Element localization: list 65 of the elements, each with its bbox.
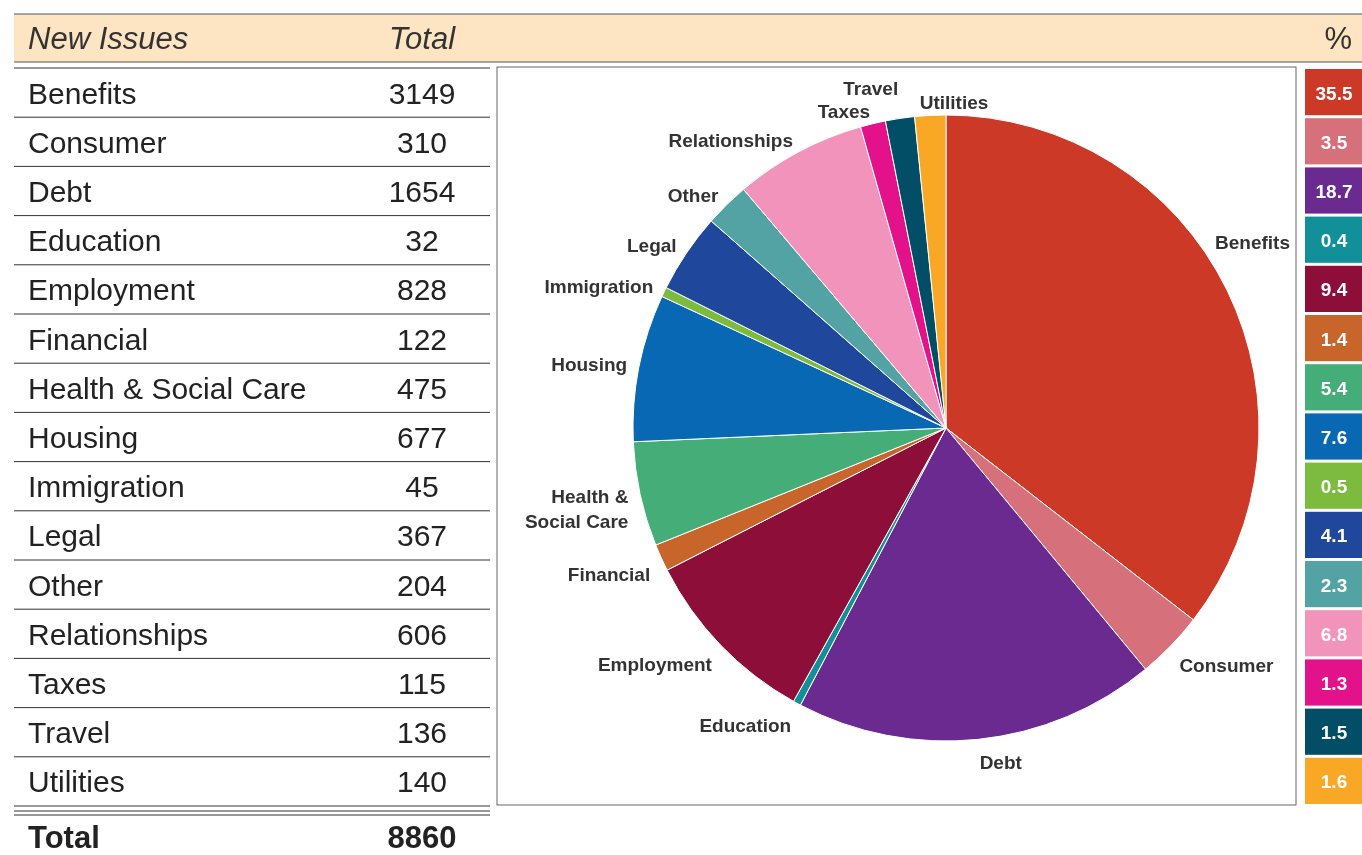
category-label: Financial [28, 322, 149, 356]
data-label: 367 [396, 519, 448, 553]
data-label: 1.6 [1320, 771, 1348, 793]
slice-label: Benefits [1215, 231, 1290, 253]
text: Total [28, 820, 100, 855]
data-label: 5.4 [1320, 377, 1348, 399]
data-label: 136 [396, 716, 448, 750]
slice-label: Other [667, 185, 719, 207]
data-label: 4.1 [1320, 525, 1348, 547]
text: % [1324, 21, 1352, 56]
data-label: 1.4 [1320, 328, 1348, 350]
category-label: Immigration [28, 470, 185, 504]
data-label: 606 [396, 617, 448, 651]
data-label: 1.5 [1320, 722, 1348, 744]
data-label: 35.5 [1315, 82, 1353, 104]
slice-label: Health & Social Care [524, 485, 629, 532]
data-label: 1654 [388, 175, 456, 208]
slice-label: Legal [627, 235, 677, 257]
data-label: 310 [396, 125, 448, 159]
data-label: 1.3 [1320, 673, 1348, 694]
category-label: Health & Social Care [28, 371, 307, 405]
category-label: Education [28, 224, 162, 258]
category-label: Consumer [28, 125, 167, 159]
slice-label: Housing [551, 354, 628, 376]
data-label: 115 [398, 667, 446, 700]
slice-label: Debt [979, 752, 1023, 774]
text: 8860 [387, 820, 457, 855]
category-label: Utilities [28, 765, 125, 799]
category-label: Benefits [28, 76, 137, 110]
data-label: 140 [396, 765, 448, 799]
slice-label: Financial [567, 563, 651, 585]
category-label: Employment [28, 273, 196, 307]
data-label: 3149 [388, 76, 456, 110]
category-label: Travel [28, 716, 111, 750]
data-label: 475 [396, 371, 448, 405]
data-label: 828 [396, 273, 448, 307]
data-label: 6.8 [1320, 623, 1348, 645]
data-label: 0.4 [1320, 230, 1348, 252]
slice-label: Education [699, 714, 792, 736]
category-label: Relationships [28, 617, 209, 651]
slice-label: Immigration [544, 275, 654, 297]
data-label: 3.5 [1320, 131, 1348, 153]
data-label: 7.6 [1320, 427, 1348, 448]
text: Total [388, 21, 457, 56]
category-label: Taxes [28, 667, 107, 700]
category-label: Debt [28, 175, 93, 208]
slice-label: Taxes [817, 100, 871, 122]
category-label: Other [28, 568, 104, 602]
category-label: Housing [28, 421, 139, 454]
data-label: 45 [405, 470, 439, 504]
data-label: 18.7 [1315, 181, 1353, 202]
data-label: 677 [396, 421, 448, 454]
slice-label: Relationships [668, 130, 794, 152]
data-label: 0.5 [1320, 476, 1348, 498]
slice-label: Employment [597, 654, 713, 676]
data-label: 2.3 [1320, 574, 1348, 596]
slice-label: Utilities [919, 92, 989, 114]
text: New Issues [28, 21, 189, 56]
slice-label: Consumer [1179, 655, 1274, 677]
data-label: 9.4 [1320, 279, 1348, 301]
category-label: Legal [28, 519, 102, 553]
data-label: 204 [396, 568, 448, 602]
data-label: 32 [405, 224, 439, 258]
slice-label: Travel [843, 77, 899, 99]
data-label: 122 [396, 322, 448, 356]
